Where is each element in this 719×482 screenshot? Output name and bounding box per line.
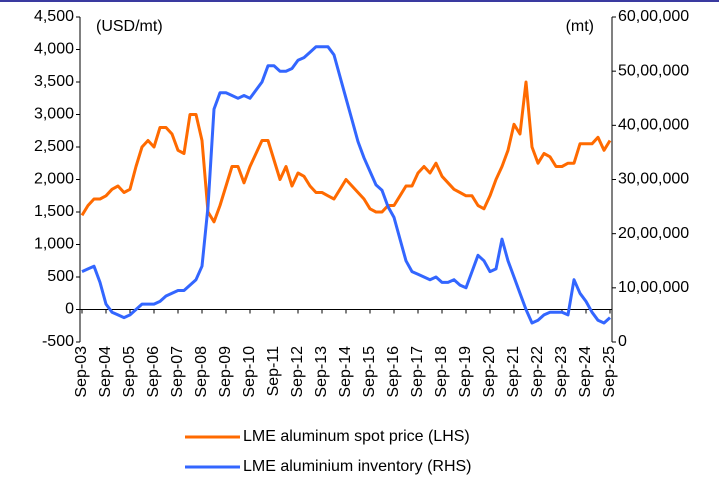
x-tick-label: Sep-13	[313, 346, 330, 398]
x-tick-label: Sep-10	[241, 346, 258, 398]
x-tick-label: Sep-17	[409, 346, 426, 398]
x-tick-label: Sep-06	[145, 346, 162, 398]
y-tick-label: 3,500	[34, 73, 74, 90]
y-tick-label: 4,500	[34, 8, 74, 25]
y-tick-label: -500	[42, 333, 74, 350]
y-tick-label: 4,000	[34, 41, 74, 58]
y2-tick-label: 30,00,000	[618, 171, 689, 188]
y2-tick-label: 60,00,000	[618, 8, 689, 25]
x-tick-label: Sep-22	[529, 346, 546, 398]
y2-tick-label: 0	[618, 333, 627, 350]
left-unit: (USD/mt)	[96, 18, 163, 35]
x-tick-label: Sep-18	[433, 346, 450, 398]
x-tick-label: Sep-05	[121, 346, 138, 398]
x-tick-label: Sep-07	[169, 346, 186, 398]
x-tick-label: Sep-23	[553, 346, 570, 398]
x-tick-label: Sep-12	[289, 346, 306, 398]
x-tick-label: Sep-08	[193, 346, 210, 398]
x-tick-label: Sep-16	[385, 346, 402, 398]
x-tick-label: Sep-24	[577, 346, 594, 398]
x-tick-label: Sep-21	[505, 346, 522, 398]
y-tick-label: 0	[65, 301, 74, 318]
y2-tick-label: 10,00,000	[618, 279, 689, 296]
y-tick-label: 500	[47, 268, 74, 285]
y-tick-label: 1,000	[34, 236, 74, 253]
legend-label: LME aluminium inventory (RHS)	[243, 458, 472, 475]
y-tick-label: 2,000	[34, 171, 74, 188]
x-tick-label: Sep-03	[73, 346, 90, 398]
x-tick-label: Sep-14	[337, 346, 354, 398]
x-tick-label: Sep-19	[457, 346, 474, 398]
x-tick-label: Sep-04	[97, 346, 114, 398]
y2-tick-label: 50,00,000	[618, 62, 689, 79]
x-tick-label: Sep-25	[601, 346, 618, 398]
y-tick-label: 3,000	[34, 106, 74, 123]
series-line	[81, 45, 612, 325]
y2-tick-label: 20,00,000	[618, 225, 689, 242]
x-tick-label: Sep-20	[481, 346, 498, 398]
x-tick-label: Sep-15	[361, 346, 378, 398]
x-tick-label: Sep-11	[265, 346, 282, 397]
right-unit: (mt)	[566, 18, 594, 35]
y2-tick-label: 40,00,000	[618, 117, 689, 134]
y-tick-label: 1,500	[34, 203, 74, 220]
series-line	[80, 80, 612, 224]
legend-label: LME aluminum spot price (LHS)	[243, 428, 470, 445]
y-tick-label: 2,500	[34, 138, 74, 155]
x-tick-label: Sep-09	[217, 346, 234, 398]
top-border	[0, 0, 719, 2]
